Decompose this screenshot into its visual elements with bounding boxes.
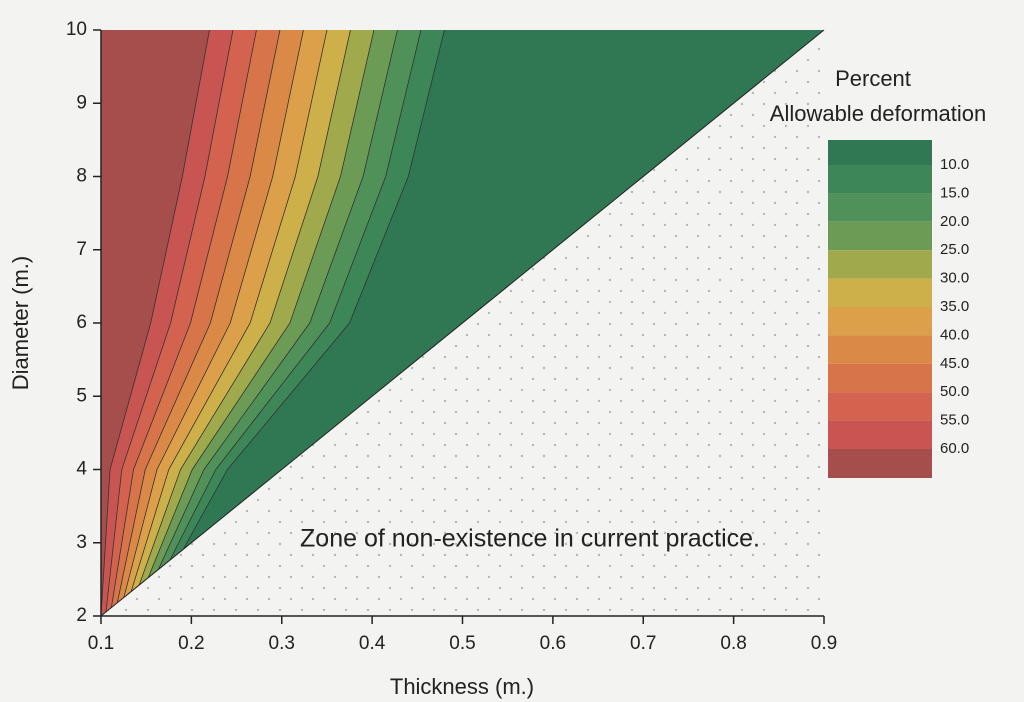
legend-swatch <box>828 363 932 393</box>
contour-band <box>101 30 210 616</box>
x-tick-label: 0.5 <box>449 633 475 654</box>
legend-label: 20.0 <box>940 213 969 230</box>
legend-title: Percent <box>835 66 911 91</box>
legend-label: 55.0 <box>940 412 969 429</box>
contour-band <box>105 30 257 616</box>
x-axis-label: Thickness (m.) <box>390 674 534 699</box>
legend-label: 30.0 <box>940 270 969 287</box>
x-tick-label: 0.9 <box>811 633 837 654</box>
legend-swatch <box>828 165 932 194</box>
x-tick-label: 0.3 <box>269 633 295 654</box>
contour-line <box>101 30 210 616</box>
contour-band <box>132 30 398 616</box>
legend-label: 50.0 <box>940 383 969 400</box>
contour-line <box>132 30 375 616</box>
annotation: Zone of non-existence in current practic… <box>300 525 760 553</box>
contour-band <box>141 30 445 616</box>
legend-label: 15.0 <box>940 184 969 201</box>
y-tick-label: 6 <box>76 312 87 333</box>
legend-swatch <box>828 140 932 165</box>
legend-label: 40.0 <box>940 326 969 343</box>
legend-label: 60.0 <box>940 440 969 457</box>
x-tick-label: 0.8 <box>720 633 746 654</box>
y-tick-label: 4 <box>76 459 87 480</box>
contour-line <box>105 30 234 616</box>
contour-line <box>127 30 351 616</box>
boundary-line <box>100 29 825 617</box>
contour-band <box>119 30 327 616</box>
legend-swatch <box>828 221 932 251</box>
legend-label: 25.0 <box>940 241 969 258</box>
contour-line <box>141 30 422 616</box>
contour-line <box>136 30 398 616</box>
contour-line <box>118 30 304 616</box>
legend-swatch <box>828 392 932 421</box>
contour-band <box>128 30 374 616</box>
contour-line <box>114 30 281 616</box>
y-tick-label: 8 <box>76 166 87 187</box>
x-tick-label: 0.7 <box>630 633 656 654</box>
y-tick-label: 10 <box>66 19 87 40</box>
legend-swatch <box>828 335 932 364</box>
legend-swatch <box>828 278 932 307</box>
x-tick-label: 0.6 <box>540 633 566 654</box>
legend-label: 35.0 <box>940 298 969 315</box>
legend-title: Allowable deformation <box>770 101 986 126</box>
y-tick-label: 2 <box>76 605 87 626</box>
x-tick-label: 0.1 <box>88 633 114 654</box>
contour-band <box>101 30 233 616</box>
legend-label: 45.0 <box>940 355 969 372</box>
legend-swatch <box>828 420 932 449</box>
y-tick-label: 7 <box>76 239 87 260</box>
contour-band <box>114 30 304 616</box>
contour-line <box>109 30 257 616</box>
x-tick-label: 0.2 <box>178 633 204 654</box>
x-tick-label: 0.4 <box>359 633 386 654</box>
legend-swatch <box>828 250 932 279</box>
legend-swatch <box>828 193 932 222</box>
contour-band <box>137 30 421 616</box>
contour-line <box>145 30 445 616</box>
y-tick-label: 5 <box>76 385 87 406</box>
y-tick-label: 9 <box>76 92 87 113</box>
y-axis-label: Diameter (m.) <box>8 256 33 390</box>
legend-swatch <box>828 449 932 478</box>
contour-line <box>123 30 328 616</box>
legend-label: 10.0 <box>940 156 969 173</box>
legend-swatch <box>828 307 932 336</box>
contour-band <box>110 30 280 616</box>
y-tick-label: 3 <box>76 532 87 553</box>
